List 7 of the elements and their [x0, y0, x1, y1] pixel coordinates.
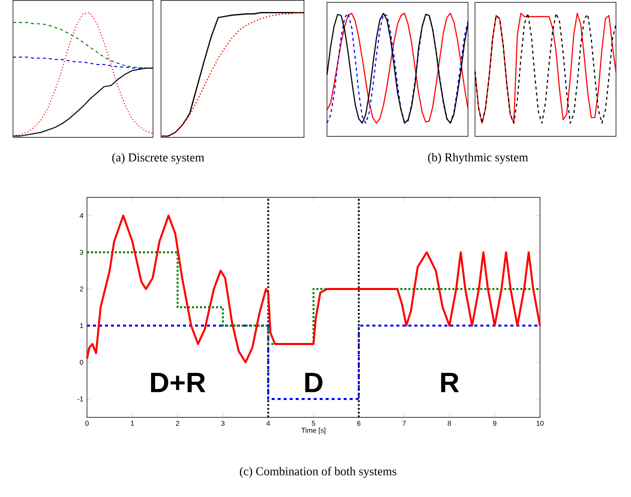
text: (b) Rhythmic system [428, 152, 528, 164]
text: (a) Discrete system [112, 152, 204, 164]
line-series [86, 214, 542, 364]
annotation: D [305, 372, 322, 392]
annotation: R [441, 372, 459, 392]
text: (c) Combination of both systems [240, 466, 396, 478]
annotation: D+R [151, 372, 206, 392]
